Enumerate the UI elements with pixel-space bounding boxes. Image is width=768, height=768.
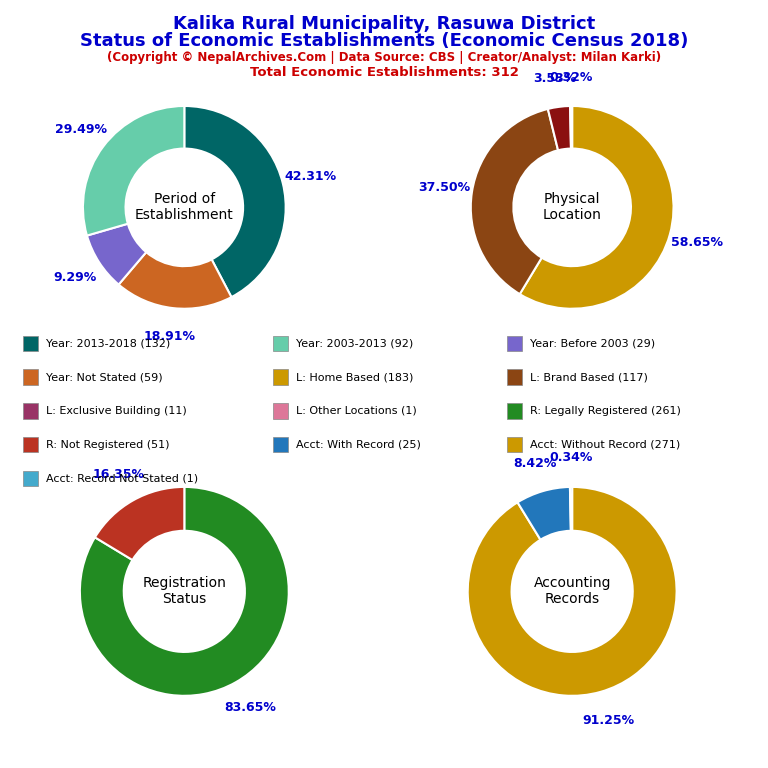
Text: Total Economic Establishments: 312: Total Economic Establishments: 312 bbox=[250, 66, 518, 79]
Text: L: Home Based (183): L: Home Based (183) bbox=[296, 372, 413, 382]
Text: 0.34%: 0.34% bbox=[549, 451, 592, 464]
Text: 37.50%: 37.50% bbox=[418, 181, 470, 194]
Wedge shape bbox=[548, 106, 571, 151]
Text: 18.91%: 18.91% bbox=[144, 329, 196, 343]
Text: 0.32%: 0.32% bbox=[549, 71, 593, 84]
Text: L: Other Locations (1): L: Other Locations (1) bbox=[296, 406, 416, 416]
Wedge shape bbox=[95, 487, 184, 560]
Text: Kalika Rural Municipality, Rasuwa District: Kalika Rural Municipality, Rasuwa Distri… bbox=[173, 15, 595, 33]
Wedge shape bbox=[468, 487, 677, 696]
Text: 16.35%: 16.35% bbox=[93, 468, 144, 482]
Text: (Copyright © NepalArchives.Com | Data Source: CBS | Creator/Analyst: Milan Karki: (Copyright © NepalArchives.Com | Data So… bbox=[107, 51, 661, 64]
Text: Acct: Without Record (271): Acct: Without Record (271) bbox=[530, 439, 680, 450]
Text: Year: 2013-2018 (132): Year: 2013-2018 (132) bbox=[46, 338, 170, 349]
Text: 9.29%: 9.29% bbox=[54, 271, 97, 284]
Wedge shape bbox=[570, 106, 572, 148]
Wedge shape bbox=[570, 487, 572, 531]
Text: Status of Economic Establishments (Economic Census 2018): Status of Economic Establishments (Econo… bbox=[80, 32, 688, 50]
Text: R: Legally Registered (261): R: Legally Registered (261) bbox=[530, 406, 680, 416]
Text: Year: Not Stated (59): Year: Not Stated (59) bbox=[46, 372, 163, 382]
Wedge shape bbox=[184, 106, 286, 297]
Wedge shape bbox=[87, 223, 146, 285]
Wedge shape bbox=[118, 252, 231, 309]
Text: Year: Before 2003 (29): Year: Before 2003 (29) bbox=[530, 338, 655, 349]
Text: R: Not Registered (51): R: Not Registered (51) bbox=[46, 439, 170, 450]
Wedge shape bbox=[518, 487, 571, 540]
Wedge shape bbox=[520, 106, 674, 309]
Text: 29.49%: 29.49% bbox=[55, 123, 107, 136]
Text: Year: 2003-2013 (92): Year: 2003-2013 (92) bbox=[296, 338, 413, 349]
Text: Acct: With Record (25): Acct: With Record (25) bbox=[296, 439, 421, 450]
Text: L: Exclusive Building (11): L: Exclusive Building (11) bbox=[46, 406, 187, 416]
Text: Registration
Status: Registration Status bbox=[142, 576, 227, 607]
Text: 8.42%: 8.42% bbox=[513, 457, 556, 469]
Text: 3.53%: 3.53% bbox=[534, 72, 577, 85]
Text: 91.25%: 91.25% bbox=[582, 713, 634, 727]
Wedge shape bbox=[80, 487, 289, 696]
Text: 83.65%: 83.65% bbox=[224, 701, 276, 714]
Text: 42.31%: 42.31% bbox=[284, 170, 336, 183]
Text: Period of
Establishment: Period of Establishment bbox=[135, 192, 233, 223]
Text: Acct: Record Not Stated (1): Acct: Record Not Stated (1) bbox=[46, 473, 198, 484]
Wedge shape bbox=[471, 109, 558, 294]
Text: Physical
Location: Physical Location bbox=[543, 192, 601, 223]
Wedge shape bbox=[83, 106, 184, 236]
Text: 58.65%: 58.65% bbox=[671, 236, 723, 249]
Text: Accounting
Records: Accounting Records bbox=[534, 576, 611, 607]
Text: L: Brand Based (117): L: Brand Based (117) bbox=[530, 372, 647, 382]
